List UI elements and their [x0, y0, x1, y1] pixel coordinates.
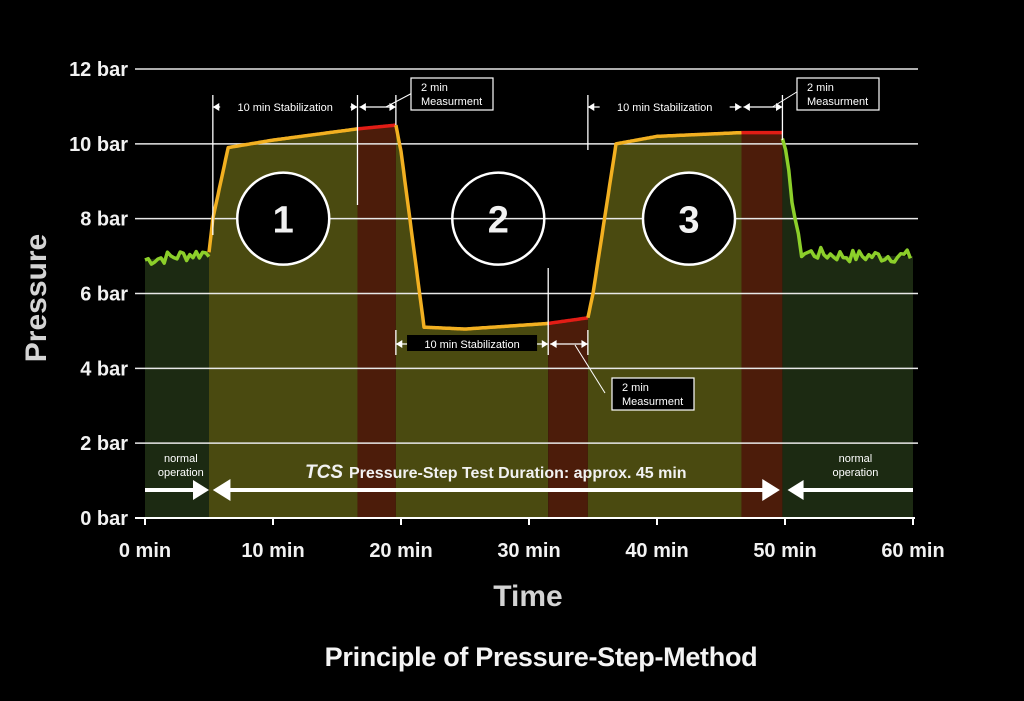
y-tick-label-1: 2 bar	[80, 433, 128, 455]
step2-measurement-note-line2: Measurment	[622, 396, 683, 408]
step2-stabilization-label: 10 min Stabilization	[424, 339, 519, 351]
normal-arrow-right-head	[787, 480, 804, 500]
x-tick-label-1: 10 min	[241, 540, 304, 562]
pressure-curve	[144, 123, 913, 331]
step3-stabilization-arrow-left	[587, 103, 595, 111]
y-tick-label-0: 0 bar	[80, 508, 128, 530]
phase-fill-6	[741, 132, 783, 518]
normal-label-right-2: operation	[832, 467, 878, 479]
phase-fill-4	[548, 317, 588, 518]
step2-measurement-arrow-right	[581, 340, 588, 348]
normal-label-left-2: operation	[158, 467, 204, 479]
step1-measurement-note-line2: Measurment	[421, 96, 482, 108]
x-tick-label-6: 60 min	[881, 540, 944, 562]
step-circle-2	[451, 171, 546, 266]
annotations: 1 2 3 10 min Stabilization 2 min Measurment 10…	[145, 77, 913, 501]
curve-segment-2	[357, 123, 397, 131]
y-tick-label-5: 10 bar	[69, 134, 128, 156]
curve-segment-3	[394, 124, 549, 331]
x-tick-label-5: 50 min	[753, 540, 816, 562]
x-tick-label-2: 20 min	[369, 540, 432, 562]
step3-measurement-arrow-left	[743, 103, 750, 111]
duration-brand: TCS	[305, 462, 343, 483]
step-label-2: 2	[488, 200, 509, 242]
step3-stabilization-label-bg	[599, 98, 730, 114]
step2-measurement-note-line1: 2 min	[622, 382, 649, 394]
normal-label-right-1: normal	[839, 453, 873, 465]
step3-measurement-note-box	[796, 77, 880, 111]
y-axis-title: Pressure	[20, 234, 53, 362]
step-label-3: 3	[678, 200, 699, 242]
step3-measurement-note-line1: 2 min	[807, 82, 834, 94]
step2-leader	[574, 344, 606, 394]
chart-title: Principle of Pressure-Step-Method	[324, 642, 758, 672]
step-circle-3	[641, 171, 737, 266]
duration-arrow-right	[762, 479, 780, 501]
x-tick-label-0: 0 min	[119, 540, 171, 562]
step2-measurement-note-box	[611, 377, 695, 411]
step1-measurement-note-line1: 2 min	[421, 82, 448, 94]
step3-stabilization-arrow-right	[735, 103, 742, 111]
step-label-1: 1	[273, 200, 294, 242]
y-tick-label-6: 12 bar	[69, 59, 128, 81]
x-tick-label-4: 40 min	[625, 540, 688, 562]
curve-segment-5	[586, 130, 742, 319]
duration-text: Pressure-Step Test Duration: approx. 45 …	[349, 465, 687, 482]
step1-measurement-arrow-left	[359, 103, 366, 111]
normal-label-left-1: normal	[164, 453, 198, 465]
x-axis-title: Time	[493, 580, 562, 613]
step1-stabilization-arrow-right	[351, 103, 358, 111]
step3-leader	[772, 89, 801, 108]
duration-arrow-left	[212, 479, 231, 501]
step3-measurement-arrow-right	[776, 103, 783, 111]
curve-segment-0	[144, 249, 211, 266]
step3-measurement-note-line2: Measurment	[807, 96, 868, 108]
step1-stabilization-arrow-left	[212, 103, 220, 111]
axes: 0 bar 2 bar 4 bar 6 bar 8 bar 10 bar 12 bar 0 m…	[20, 59, 945, 613]
curve-segment-1	[207, 127, 358, 253]
duration-label: TCS Pressure-Step Test Duration: approx. …	[305, 462, 687, 483]
step-circle-1	[235, 171, 331, 266]
step2-measurement-arrow-left	[550, 340, 557, 348]
phase-fill-0	[145, 252, 209, 519]
step2-stabilization-arrow-left	[395, 340, 403, 348]
curve-segment-7	[780, 138, 913, 264]
phase-fill-2	[357, 125, 396, 518]
step2-stabilization-label-bg	[407, 335, 538, 351]
step1-stabilization-label: 10 min Stabilization	[237, 102, 332, 114]
step1-measurement-note-box	[410, 77, 494, 111]
step1-measurement-arrow-right	[389, 103, 396, 111]
x-tick-label-3: 30 min	[497, 540, 560, 562]
step3-stabilization-label: 10 min Stabilization	[617, 102, 712, 114]
phase-fill-7	[782, 132, 913, 518]
phase-fill-3	[395, 125, 549, 518]
step1-stabilization-label-bg	[220, 98, 351, 114]
curve-segment-4	[547, 316, 589, 326]
step2-stabilization-arrow-right	[541, 340, 549, 348]
normal-arrow-left-head	[193, 480, 209, 500]
y-tick-label-3: 6 bar	[80, 284, 128, 306]
y-tick-label-4: 8 bar	[80, 209, 128, 231]
y-tick-label-2: 4 bar	[80, 358, 128, 380]
